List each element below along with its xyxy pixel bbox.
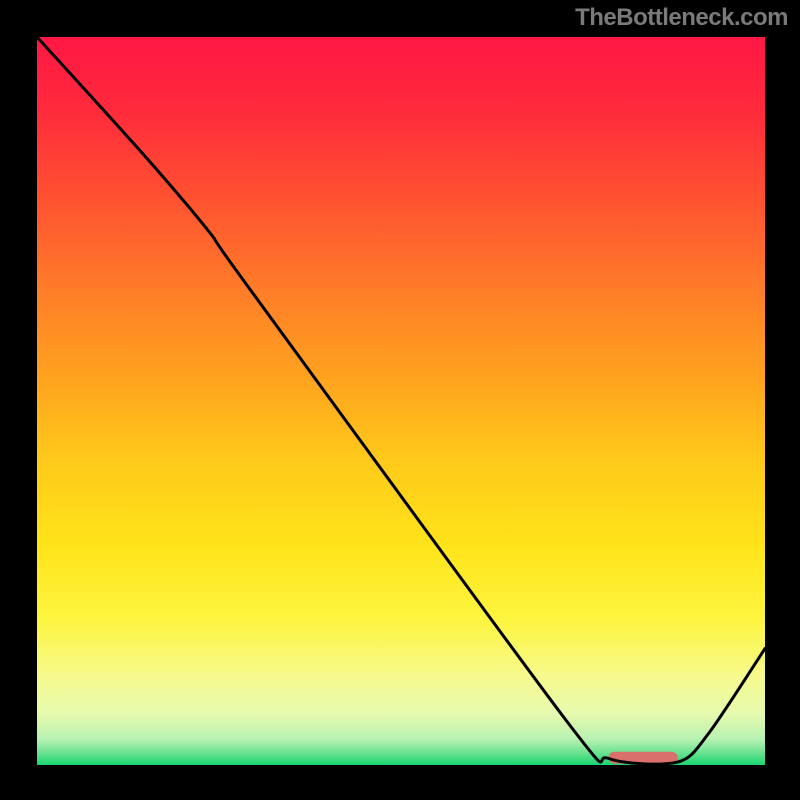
bottleneck-chart [0, 0, 800, 800]
watermark-text: TheBottleneck.com [575, 4, 788, 32]
chart-container: { "watermark": { "text": "TheBottleneck.… [0, 0, 800, 800]
plot-background [37, 37, 765, 765]
